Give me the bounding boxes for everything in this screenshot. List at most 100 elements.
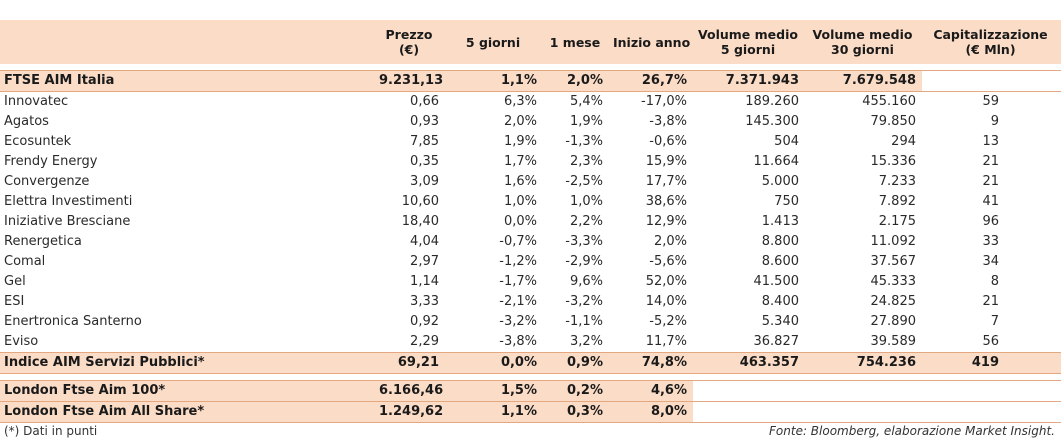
cell-5-giorni: 1,7% [503, 154, 537, 169]
cell-prezzo: 7,85 [410, 134, 439, 149]
table-row: Frendy Energy 0,35 1,7% 2,3% 15,9% 11.664 15.3… [0, 152, 1061, 172]
cell-volume-30: 45.333 [870, 274, 917, 289]
cell-volume-30: 27.890 [870, 314, 917, 329]
cell-prezzo: 2,97 [410, 254, 439, 269]
cell-volume-30: 24.825 [870, 294, 917, 309]
ftse-inizio-anno: 26,7% [609, 70, 693, 92]
header-capitalizzazione: Capitalizzazione (€ Mln) [922, 20, 1061, 64]
row-name: London Ftse Aim 100* [0, 380, 375, 402]
table-row: Elettra Investimenti 10,60 1,0% 1,0% 38,6% 75… [0, 192, 1061, 212]
header-volume-5-label: Volume medio 5 giorni [698, 27, 798, 57]
cell-inizio-anno: -17,0% [641, 94, 687, 109]
cell-capitalizzazione: 56 [922, 332, 1061, 353]
table-row: Agatos 0,93 2,0% 1,9% -3,8% 145.300 79.850 9 [0, 112, 1061, 132]
cell-volume-30: 455.160 [862, 94, 916, 109]
header-inizio-anno: Inizio anno [609, 20, 693, 64]
row-name: Ecosuntek [4, 134, 72, 149]
table-row: Enertronica Santerno 0,92 -3,2% -1,1% -5,2% 5… [0, 312, 1061, 332]
cell-inizio-anno: 38,6% [645, 194, 687, 209]
cell-capitalizzazione: 8 [990, 274, 999, 289]
cell-volume-5: 36.827 [693, 332, 805, 353]
cell-volume-5: 5.000 [761, 174, 799, 189]
cell-1-mese: 3,2% [543, 332, 609, 353]
cell-prezzo: 4,04 [410, 234, 439, 249]
table-row: ESI 3,33 -2,1% -3,2% 14,0% 8.400 24.825 21 [0, 292, 1061, 312]
table-row: Iniziative Bresciane 18,40 0,0% 2,2% 12,9% 1.… [0, 212, 1061, 232]
cell-prezzo: 1.249,62 [375, 401, 445, 423]
cell-5-giorni: -1,7% [499, 274, 537, 289]
cell-volume-30: 754.236 [805, 352, 922, 374]
cell-prezzo: 3,09 [410, 174, 439, 189]
cell-5-giorni: -1,2% [499, 254, 537, 269]
cell-inizio-anno: 11,7% [609, 332, 693, 353]
spacer-row [0, 374, 1061, 381]
cell-prezzo: 1,14 [410, 274, 439, 289]
cell-1-mese: 9,6% [569, 274, 603, 289]
table-row: Innovatec 0,66 6,3% 5,4% -17,0% 189.260 455.16… [0, 92, 1061, 113]
row-name: Comal [4, 254, 46, 269]
cell-capitalizzazione: 9 [990, 114, 999, 129]
header-row: Prezzo (€) 5 giorni 1 mese Inizio anno V… [0, 20, 1061, 64]
cell-5-giorni: 6,3% [503, 94, 537, 109]
cell-1-mese: -1,3% [565, 134, 603, 149]
cell-prezzo: 0,93 [410, 114, 439, 129]
cell-prezzo: 10,60 [401, 194, 439, 209]
table-row: Renergetica 4,04 -0,7% -3,3% 2,0% 8.800 11.092… [0, 232, 1061, 252]
cell-1-mese: 1,9% [569, 114, 603, 129]
source-note: Fonte: Bloomberg, elaborazione Market In… [769, 424, 1055, 438]
row-name: Innovatec [4, 94, 69, 109]
indice-aim-servizi-pubblici-row: Indice AIM Servizi Pubblici* 69,21 0,0% 0,9… [0, 352, 1061, 374]
row-name: Convergenze [4, 174, 90, 189]
cell-5-giorni: 1,0% [503, 194, 537, 209]
ftse-volume-30: 7.679.548 [805, 70, 922, 92]
cell-inizio-anno: 4,6% [609, 380, 693, 402]
cell-prezzo: 18,40 [401, 214, 439, 229]
cell-prezzo: 6.166,46 [375, 380, 445, 402]
cell-volume-30 [805, 380, 922, 402]
cell-5-giorni: 1,9% [503, 134, 537, 149]
cell-inizio-anno: 15,9% [645, 154, 687, 169]
ftse-volume-5: 7.371.943 [693, 70, 805, 92]
cell-5-giorni: 1,6% [503, 174, 537, 189]
cell-5-giorni: 0,0% [503, 214, 537, 229]
ftse-capitalizzazione [922, 70, 1061, 92]
cell-1-mese: 0,3% [543, 401, 609, 423]
cell-1-mese: -3,2% [565, 294, 603, 309]
cell-volume-5: 145.300 [745, 114, 799, 129]
cell-capitalizzazione: 33 [982, 234, 999, 249]
cell-prezzo: 3,33 [410, 294, 439, 309]
ftse-name: FTSE AIM Italia [0, 70, 375, 92]
header-capitalizzazione-label: Capitalizzazione (€ Mln) [933, 27, 1048, 57]
cell-inizio-anno: 52,0% [645, 274, 687, 289]
cell-5-giorni: -2,1% [499, 294, 537, 309]
cell-1-mese: -2,9% [565, 254, 603, 269]
london-row: London Ftse Aim 100* 6.166,46 1,5% 0,2% 4,6% [0, 380, 1061, 402]
cell-inizio-anno: 14,0% [645, 294, 687, 309]
cell-prezzo: 0,66 [410, 94, 439, 109]
cell-5-giorni: 2,0% [503, 114, 537, 129]
cell-inizio-anno: 12,9% [645, 214, 687, 229]
header-volume-30-label: Volume medio 30 giorni [812, 27, 913, 57]
cell-capitalizzazione [922, 401, 1061, 423]
cell-volume-5 [693, 380, 805, 402]
cell-capitalizzazione: 419 [922, 352, 1061, 374]
cell-capitalizzazione: 34 [982, 254, 999, 269]
row-name: London Ftse Aim All Share* [0, 401, 375, 423]
cell-1-mese: -2,5% [565, 174, 603, 189]
cell-5-giorni: 1,5% [445, 380, 543, 402]
cell-capitalizzazione: 13 [982, 134, 999, 149]
cell-inizio-anno: -5,6% [649, 254, 687, 269]
header-5-giorni: 5 giorni [445, 20, 543, 64]
row-name: ESI [4, 294, 25, 309]
cell-volume-5: 504 [774, 134, 799, 149]
row-name: Elettra Investimenti [4, 194, 133, 209]
cell-capitalizzazione: 59 [982, 94, 999, 109]
row-name: Iniziative Bresciane [4, 214, 131, 229]
cell-volume-5: 750 [774, 194, 799, 209]
cell-volume-30 [805, 401, 922, 423]
cell-capitalizzazione: 41 [982, 194, 999, 209]
cell-capitalizzazione: 7 [990, 314, 999, 329]
row-name: Agatos [4, 114, 49, 129]
table-row: Ecosuntek 7,85 1,9% -1,3% -0,6% 504 294 13 [0, 132, 1061, 152]
cell-prezzo: 0,92 [410, 314, 439, 329]
